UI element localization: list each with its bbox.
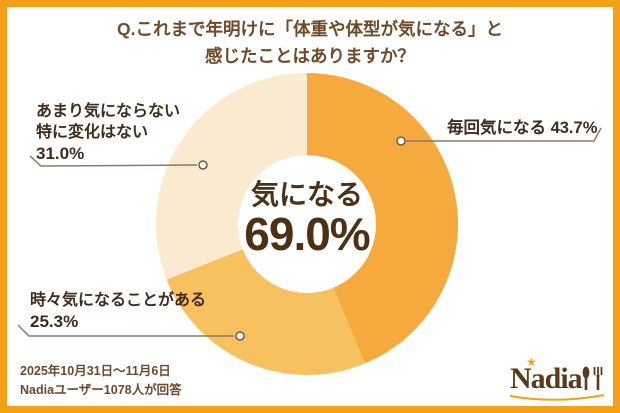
spoon-icon (582, 366, 590, 390)
nadia-logo: ★ Nadia (506, 355, 606, 404)
survey-respondents: Nadiaユーザー1078人が回答 (20, 382, 182, 397)
callout-every-time: 毎回気になる 43.7% (447, 118, 597, 139)
callout-not-concerned-value: 31.0% (36, 144, 85, 163)
callout-not-concerned: あまり気にならない 特に変化はない 31.0% (36, 101, 180, 165)
callout-sometimes: 時々気になることがある 25.3% (30, 290, 206, 333)
fork-icon (593, 367, 603, 390)
cutlery-icon (582, 366, 603, 390)
page-title: Q.これまで年明けに「体重や体型が気になる」と 感じたことはありますか？ (0, 16, 620, 70)
donut-center-label: 気になる 69.0% (157, 179, 457, 257)
logo-text: Nadia (510, 362, 583, 395)
callout-sometimes-value: 25.3% (30, 312, 79, 331)
center-label-text: 気になる (250, 179, 363, 210)
page-title-line2: 感じたことはありますか？ (205, 46, 415, 66)
donut-hole (238, 155, 376, 293)
survey-period: 2025年10月31日〜11月6日 (20, 364, 171, 378)
center-label-value: 69.0% (244, 208, 370, 260)
callout-every-time-text: 毎回気になる 43.7% (447, 119, 598, 137)
star-icon: ★ (526, 355, 537, 369)
callout-sometimes-line1: 時々気になることがある (30, 292, 207, 309)
logo-underline-swoosh (509, 394, 605, 401)
callout-not-concerned-line2: 特に変化はない (36, 124, 149, 141)
survey-source: 2025年10月31日〜11月6日 Nadiaユーザー1078人が回答 (20, 362, 182, 399)
page-title-line1: Q.これまで年明けに「体重や体型が気になる」と (117, 19, 503, 39)
callout-not-concerned-line1: あまり気にならない (36, 103, 181, 120)
